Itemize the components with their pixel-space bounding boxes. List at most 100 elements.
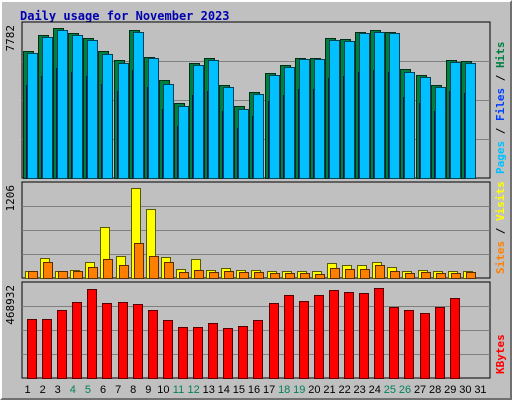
bar-sites-day-30 [466,272,476,279]
x-tick-label-11: 11 [173,384,184,396]
bar-sites-day-18 [285,273,295,279]
bar-kbytes-day-8 [133,304,143,379]
x-tick-label-7: 7 [115,384,121,396]
x-tick-label-24: 24 [369,384,381,396]
bar-sites-day-8 [134,243,144,279]
legend-sites: Sites [494,241,507,274]
x-tick-label-9: 9 [145,384,151,396]
bar-kbytes-day-10 [163,320,173,379]
bar-kbytes-day-16 [253,320,263,379]
bar-sites-day-17 [270,273,280,279]
bar-kbytes-day-5 [87,289,97,379]
hits-files-pages-legend: Pages / Files / Hits [494,42,507,175]
bar-sites-day-24 [375,265,385,279]
bar-pages-day-27 [420,77,431,179]
bar-kbytes-day-26 [404,310,414,379]
x-tick-label-14: 14 [218,384,230,396]
bar-sites-day-26 [405,273,415,279]
bar-kbytes-day-1 [27,319,37,379]
bar-pages-day-1 [27,53,38,179]
x-tick-label-30: 30 [459,384,471,396]
bar-pages-day-9 [148,58,159,179]
x-tick-label-16: 16 [248,384,260,396]
x-tick-label-15: 15 [233,384,245,396]
bar-pages-day-26 [404,72,415,179]
bar-kbytes-day-3 [57,310,67,379]
bar-pages-day-18 [284,67,295,179]
legend-pages: Pages [494,141,507,174]
bar-pages-day-23 [359,33,370,179]
bar-sites-day-27 [421,272,431,279]
bar-kbytes-day-27 [420,313,430,379]
x-tick-label-6: 6 [100,384,106,396]
bar-sites-day-14 [224,271,234,279]
bar-kbytes-day-29 [450,298,460,379]
bar-sites-day-15 [239,272,249,279]
x-tick-label-28: 28 [429,384,441,396]
bar-sites-day-11 [179,272,189,279]
bar-pages-day-16 [253,94,264,179]
bar-sites-day-9 [149,256,159,279]
bar-sites-day-10 [164,262,174,279]
bar-kbytes-day-6 [102,303,112,379]
bar-sites-day-22 [345,269,355,279]
bar-pages-day-21 [329,40,340,179]
bar-sites-day-23 [360,269,370,279]
bar-kbytes-day-21 [329,290,339,379]
bar-sites-day-20 [315,274,325,279]
bar-pages-day-5 [87,40,98,179]
bar-sites-day-29 [451,273,461,279]
bar-kbytes-day-20 [314,295,324,379]
bar-pages-day-28 [435,87,446,179]
x-tick-label-21: 21 [323,384,335,396]
x-tick-label-8: 8 [130,384,136,396]
bar-pages-day-17 [269,75,280,179]
bar-pages-day-3 [57,30,68,179]
bar-pages-day-4 [72,35,83,179]
bar-pages-day-6 [102,54,113,179]
bar-pages-day-20 [314,59,325,179]
x-tick-label-4: 4 [70,384,76,396]
x-tick-label-26: 26 [399,384,411,396]
legend-hits: Hits [494,42,507,69]
bar-kbytes-day-24 [374,288,384,379]
x-tick-label-2: 2 [40,384,46,396]
bar-sites-day-28 [436,273,446,279]
bar-sites-day-12 [194,270,204,279]
bar-kbytes-day-12 [193,327,203,379]
chart-title: Daily usage for November 2023 [20,9,230,23]
bar-kbytes-day-13 [208,323,218,379]
bar-pages-day-12 [193,65,204,179]
bar-pages-day-30 [465,63,476,179]
bar-kbytes-day-2 [42,319,52,379]
legend-visits: Visits [494,181,507,221]
x-tick-label-19: 19 [293,384,305,396]
bar-sites-day-4 [73,271,83,279]
bar-kbytes-day-4 [72,302,82,379]
bar-sites-day-3 [58,271,68,279]
bar-kbytes-day-15 [238,326,248,379]
x-tick-label-18: 18 [278,384,290,396]
x-tick-label-5: 5 [85,384,91,396]
x-tick-label-3: 3 [55,384,61,396]
bar-kbytes-day-28 [435,307,445,379]
bar-pages-day-2 [42,37,53,179]
bar-pages-day-10 [163,84,174,179]
bar-pages-day-25 [389,33,400,179]
bar-kbytes-day-17 [269,303,279,379]
bar-kbytes-day-19 [299,301,309,379]
bar-pages-day-19 [299,59,310,179]
bar-sites-day-25 [390,271,400,279]
x-tick-label-20: 20 [308,384,320,396]
bar-pages-day-13 [208,60,219,179]
x-tick-label-10: 10 [157,384,169,396]
bar-kbytes-day-18 [284,295,294,379]
x-tick-label-13: 13 [203,384,215,396]
x-tick-label-12: 12 [187,384,199,396]
x-tick-label-17: 17 [263,384,275,396]
bar-pages-day-15 [238,109,249,179]
bar-kbytes-day-25 [389,307,399,379]
bar-pages-day-24 [374,32,385,179]
bar-kbytes-day-9 [148,310,158,379]
